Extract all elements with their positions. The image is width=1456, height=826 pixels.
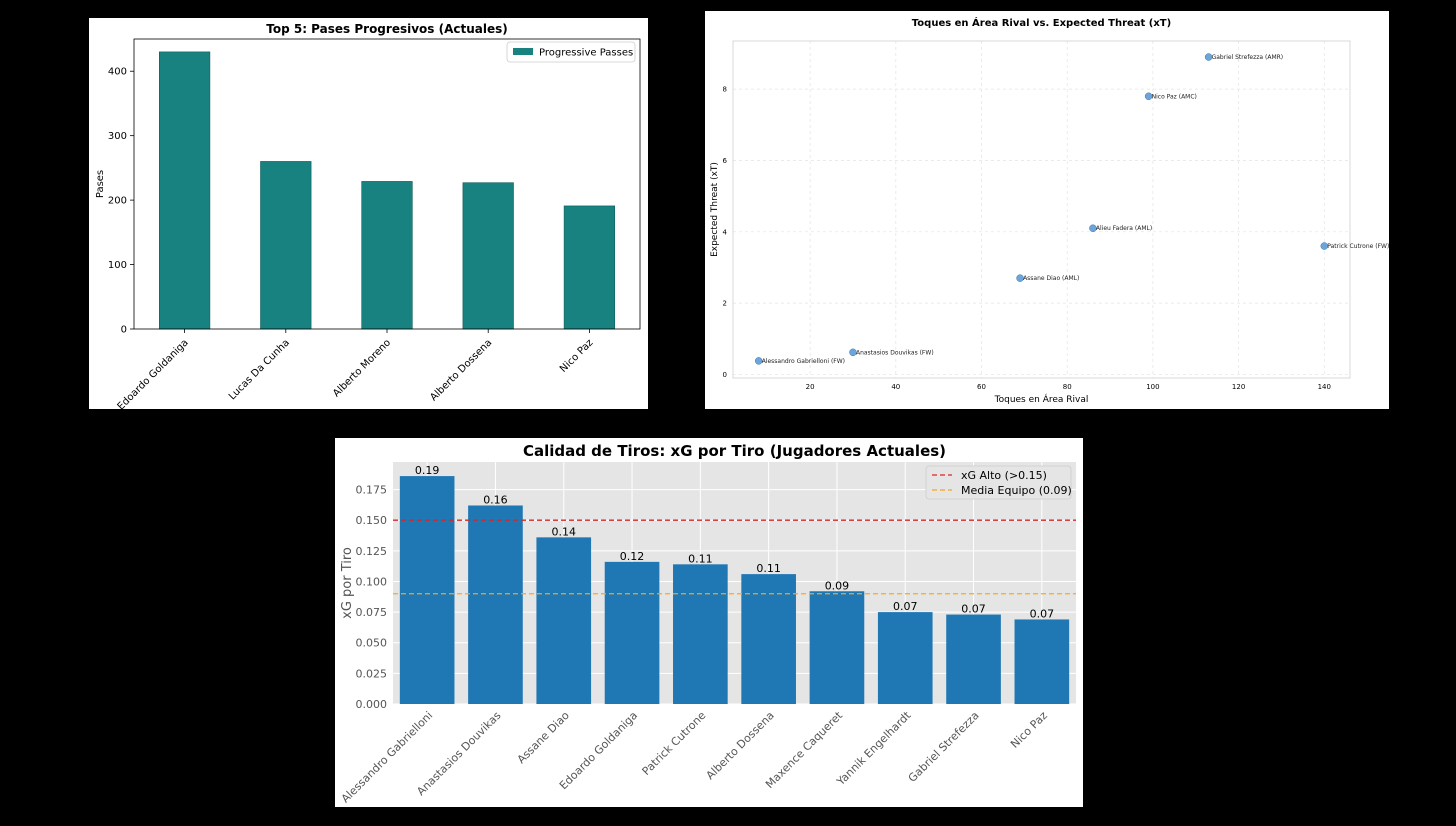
scatter-point	[754, 357, 763, 365]
data-label: 0.07	[893, 600, 918, 613]
y-tick-label: 0.000	[356, 698, 388, 711]
bar	[260, 161, 312, 330]
point-label: Patrick Cutrone (FW)	[1327, 243, 1389, 250]
y-tick-label: 300	[108, 131, 127, 142]
y-tick-label: 100	[108, 260, 127, 271]
legend-box	[506, 41, 636, 63]
x-tick-label: Alberto Dossena	[704, 709, 777, 782]
progressive-passes-chart-panel: Top 5: Pases Progresivos (Actuales) Edoar…	[89, 18, 648, 409]
bar	[536, 537, 592, 704]
x-tick-label: Nico Paz	[558, 337, 595, 374]
x-tick-label: Gabriel Strefezza	[906, 709, 982, 785]
bar	[468, 505, 523, 704]
legend-label: Media Equipo (0.09)	[961, 484, 1072, 497]
data-label: 0.16	[483, 493, 508, 506]
legend-box	[925, 465, 1072, 500]
point-label: Alessandro Gabrielloni (FW)	[762, 358, 845, 365]
y-tick-label: 4	[723, 228, 728, 236]
x-tick-label: Lucas Da Cunha	[227, 337, 292, 402]
xg-per-shot-chart-panel: 0.000 0.025 0.050 0.075 0.100 0.125 0.150 0.175…	[335, 438, 1083, 807]
data-label: 0.11	[756, 562, 781, 575]
chart-title: Toques en Área Rival vs. Expected Threat…	[912, 16, 1171, 29]
x-tick-label: 60	[977, 383, 986, 391]
y-tick-label: 0	[121, 325, 127, 336]
y-axis-label: xG por Tiro	[340, 547, 355, 619]
x-tick-label: Edoardo Goldaniga	[557, 709, 640, 792]
bar	[399, 476, 455, 704]
scatter-point	[1320, 242, 1329, 250]
scatter-point	[1204, 53, 1213, 61]
y-axis-label: Pases	[95, 170, 106, 198]
x-tick-label: Nico Paz	[1008, 709, 1050, 751]
y-axis-label: Expected Threat (xT)	[710, 162, 720, 257]
point-label: Gabriel Strefezza (AMR)	[1212, 54, 1284, 61]
x-tick-label: 120	[1232, 383, 1245, 391]
data-label: 0.19	[415, 464, 440, 477]
bar	[563, 205, 616, 330]
x-tick-label: 40	[891, 383, 900, 391]
x-tick-label: Assane Diao	[515, 709, 572, 766]
progressive-passes-chart: Top 5: Pases Progresivos (Actuales) Edoar…	[95, 22, 641, 409]
point-label: Alieu Fadera (AML)	[1096, 225, 1152, 232]
bar	[809, 591, 865, 704]
plot-frame	[133, 38, 641, 330]
data-label: 0.12	[620, 550, 645, 563]
y-tick-label: 0.050	[356, 637, 388, 650]
chart-title: Top 5: Pases Progresivos (Actuales)	[266, 22, 508, 36]
y-tick-label: 0.100	[356, 575, 388, 588]
bar	[361, 181, 413, 330]
point-label: Assane Diao (AML)	[1023, 275, 1079, 282]
x-axis-label: Toques en Área Rival	[994, 393, 1089, 405]
data-label: 0.14	[552, 525, 577, 538]
x-tick-label: Alberto Moreno	[331, 337, 393, 399]
x-tick-label: 100	[1146, 383, 1159, 391]
data-label: 0.09	[825, 579, 850, 592]
legend-label: Progressive Passes	[539, 48, 633, 59]
x-tick-label: 140	[1318, 383, 1331, 391]
legend-label: xG Alto (>0.15)	[961, 469, 1047, 482]
data-label: 0.07	[961, 603, 986, 616]
scatter-point	[1144, 92, 1153, 101]
y-tick-label: 8	[723, 86, 727, 94]
x-tick-label: Patrick Cutrone	[640, 709, 709, 778]
touches-vs-xt-chart: Toques en Área Rival vs. Expected Threat…	[710, 16, 1389, 405]
chart-title: Calidad de Tiros: xG por Tiro (Jugadores…	[523, 442, 946, 460]
y-tick-label: 400	[108, 67, 127, 78]
bar	[946, 614, 1001, 704]
x-tick-label: Alberto Dossena	[428, 337, 494, 403]
y-tick-label: 200	[108, 196, 127, 207]
bar	[877, 612, 933, 704]
bar	[673, 564, 728, 704]
touches-vs-xt-chart-panel: Toques en Área Rival vs. Expected Threat…	[705, 11, 1389, 409]
data-label: 0.07	[1030, 607, 1055, 620]
bar	[604, 561, 660, 704]
x-tick-label: Yannik Engelhardt	[834, 708, 914, 788]
y-tick-label: 2	[723, 300, 727, 308]
scatter-point	[1016, 274, 1024, 282]
bar	[1014, 619, 1070, 704]
legend-swatch	[513, 48, 533, 55]
point-label: Anastasios Douvikas (FW)	[856, 349, 934, 356]
xg-per-shot-chart: 0.000 0.025 0.050 0.075 0.100 0.125 0.150 0.175…	[339, 442, 1076, 805]
bar	[159, 51, 211, 330]
scatter-point	[1089, 224, 1097, 232]
data-label: 0.11	[688, 552, 713, 565]
y-tick-label: 6	[723, 157, 728, 165]
y-tick-label: 0.125	[356, 545, 388, 558]
legend: xG Alto (>0.15) Media Equipo (0.09)	[925, 465, 1072, 500]
y-tick-label: 0.075	[356, 606, 388, 619]
y-tick-label: 0	[723, 371, 727, 379]
bar	[462, 182, 514, 330]
y-tick-label: 0.025	[356, 667, 388, 680]
x-tick-label: Edoardo Goldaniga	[116, 337, 191, 409]
plot-frame	[732, 40, 1351, 379]
y-tick-label: 0.150	[356, 514, 388, 527]
legend: Progressive Passes	[506, 41, 636, 63]
x-tick-label: 80	[1063, 383, 1072, 391]
x-tick-label: 20	[806, 383, 815, 391]
bar	[741, 574, 796, 704]
scatter-point	[849, 348, 857, 357]
y-tick-label: 0.175	[356, 484, 388, 497]
point-label: Nico Paz (AMC)	[1152, 93, 1197, 100]
